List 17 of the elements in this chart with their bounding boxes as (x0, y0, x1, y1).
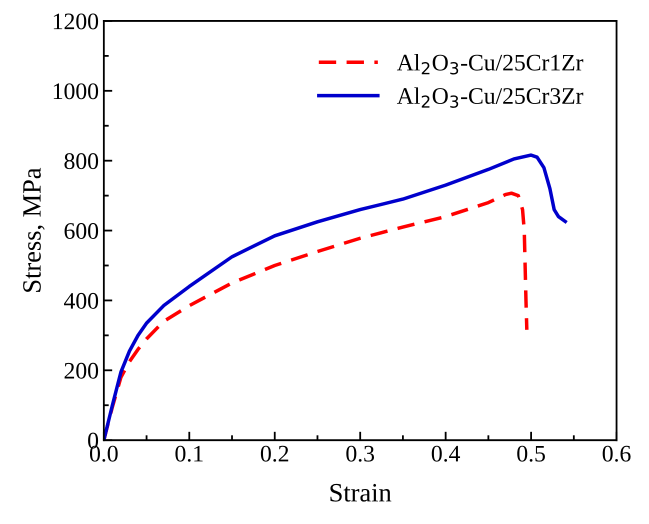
line-series (104, 153, 568, 440)
y-tick-label: 1000 (54, 83, 98, 100)
x-tick-label: 0.2 (260, 446, 288, 462)
legend-label: Al$_{2}$O$_{3}$-Cu/25Cr1Zr (396, 54, 584, 75)
legend-label: Al$_{2}$O$_{3}$-Cu/25Cr3Zr (396, 87, 584, 108)
x-tick-label: 0.3 (346, 446, 374, 462)
x-tick-label: 0.5 (517, 446, 545, 462)
y-tick-label: 400 (64, 292, 98, 309)
y-axis-title: Stress, MPa (23, 168, 45, 292)
y-tick-label: 1200 (54, 13, 98, 30)
y-tick-label: 200 (64, 362, 98, 379)
y-tick-label: 600 (64, 223, 98, 239)
x-tick-label: 0.4 (432, 446, 460, 462)
x-tick-label: 0.1 (175, 446, 203, 462)
x-axis-title: Strain (330, 484, 392, 502)
x-tick-label: 0.6 (602, 446, 631, 462)
y-tick-label: 800 (64, 153, 98, 170)
